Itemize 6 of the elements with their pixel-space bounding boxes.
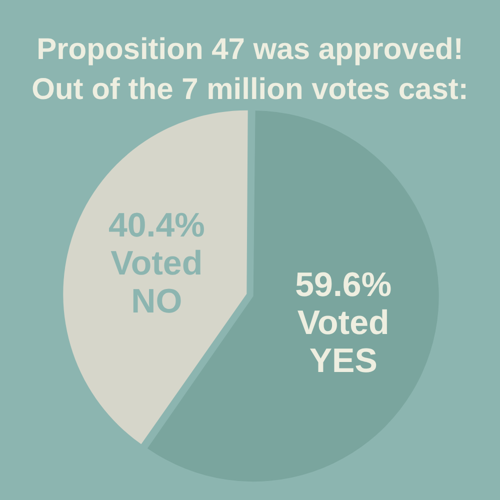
slice-label: Voted NO (110, 244, 203, 321)
slice-label: Voted YES (297, 304, 390, 380)
chart-title: Proposition 47 was approved! (36, 32, 464, 68)
data-label: 40.4% (108, 206, 205, 245)
data-label: 59.6% (295, 266, 392, 304)
chart-subtitle: Out of the 7 million votes cast: (30, 72, 470, 108)
